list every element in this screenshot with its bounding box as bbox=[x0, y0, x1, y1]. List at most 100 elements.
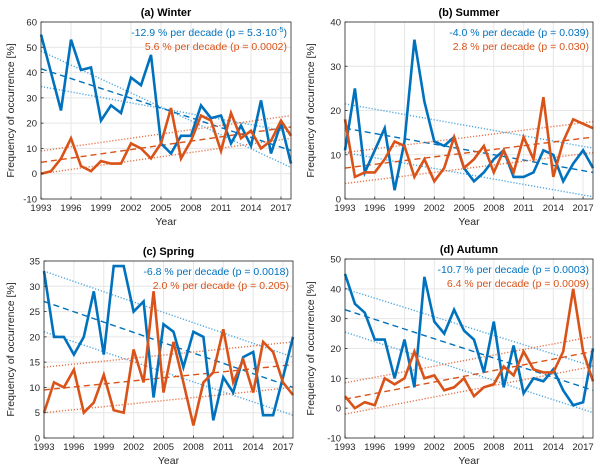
y-tick-label: 35 bbox=[29, 257, 40, 268]
panel-4: 1993 1996 1999 2002 2005 2008 2011 2014 2017 -10 0… bbox=[305, 244, 595, 467]
chart-title: (a) Winter bbox=[141, 7, 192, 19]
x-tick-label: 2017 bbox=[270, 203, 291, 214]
annotation-text: -6.8 % per decade (p = 0.0018) bbox=[143, 266, 289, 278]
x-tick-label: 1999 bbox=[394, 203, 415, 214]
orange-series-line bbox=[343, 96, 594, 184]
y-tick-label: 40 bbox=[330, 18, 341, 29]
x-tick-label: 2005 bbox=[453, 203, 474, 214]
x-tick-label: 2014 bbox=[543, 203, 564, 214]
y-tick-label: 50 bbox=[330, 255, 341, 266]
y-tick-label: 30 bbox=[330, 314, 341, 325]
orange-trend-annotation: 2.0 % per decade (p = 0.205) bbox=[153, 280, 289, 292]
blue-ci-upper-line bbox=[344, 288, 594, 368]
y-tick-label: 10 bbox=[29, 383, 40, 394]
blue-trend-annotation: -12.9 % per decade (p = 5.3·10-5) bbox=[131, 25, 287, 39]
x-tick-label: 2002 bbox=[123, 442, 144, 453]
y-tick-label: 10 bbox=[330, 374, 341, 385]
y-tick-label: 5 bbox=[35, 408, 40, 419]
y-axis-label: Frequency of occurrence [%] bbox=[5, 282, 17, 416]
x-tick-label: 2005 bbox=[153, 442, 174, 453]
y-tick-label: -10 bbox=[23, 195, 37, 206]
annotation-text: -12.9 % per decade (p = 5.3·10 bbox=[131, 27, 277, 39]
x-tick-label: 2002 bbox=[120, 203, 141, 214]
annotation-text: 5.6 % per decade (p = 0.0002) bbox=[145, 41, 287, 53]
blue-trend-line bbox=[40, 68, 292, 152]
annotation-superscript: -5 bbox=[277, 25, 284, 34]
orange-series-line bbox=[40, 107, 293, 175]
annotation-text: 2.8 % per decade (p = 0.030) bbox=[453, 41, 589, 53]
x-tick-label: 2017 bbox=[272, 442, 293, 453]
x-axis-label: Year bbox=[458, 216, 480, 228]
orange-trend-annotation: 2.8 % per decade (p = 0.030) bbox=[453, 41, 589, 53]
x-tick-label: 2014 bbox=[543, 442, 564, 453]
orange-ci-upper-line bbox=[40, 114, 292, 152]
x-axis-label: Year bbox=[155, 216, 177, 228]
y-tick-label: 50 bbox=[26, 43, 37, 54]
orange-trend-line bbox=[43, 363, 294, 391]
blue-trend-annotation: -6.8 % per decade (p = 0.0018) bbox=[143, 266, 289, 278]
x-tick-label: 1999 bbox=[93, 442, 114, 453]
orange-series-line bbox=[42, 291, 295, 426]
x-tick-label: 2011 bbox=[211, 203, 231, 214]
x-tick-label: 1996 bbox=[63, 442, 84, 453]
x-tick-label: 2011 bbox=[513, 442, 533, 453]
y-tick-label: 60 bbox=[26, 18, 37, 29]
orange-series-line bbox=[343, 288, 595, 410]
x-tick-label: 2008 bbox=[180, 203, 201, 214]
x-tick-label: 2017 bbox=[573, 203, 594, 214]
x-tick-label: 2002 bbox=[424, 203, 445, 214]
blue-ci-upper-line bbox=[43, 270, 294, 358]
blue-trend-annotation: -10.7 % per decade (p = 0.0003) bbox=[438, 264, 589, 276]
orange-trend-line bbox=[344, 350, 594, 400]
orange-trend-line bbox=[344, 136, 594, 169]
orange-ci-upper-line bbox=[344, 335, 594, 384]
y-tick-label: 20 bbox=[330, 344, 341, 355]
plot-area bbox=[44, 261, 293, 438]
blue-trend-line bbox=[344, 309, 594, 391]
chart-title: (d) Autumn bbox=[440, 244, 499, 256]
chart-title: (c) Spring bbox=[143, 246, 194, 258]
orange-trend-annotation: 5.6 % per decade (p = 0.0002) bbox=[145, 41, 287, 53]
y-tick-label: 0 bbox=[32, 169, 37, 180]
y-axis-label: Frequency of occurrence [%] bbox=[305, 43, 317, 177]
blue-trend-line bbox=[43, 300, 294, 389]
annotation-tail: ) bbox=[284, 27, 288, 39]
blue-series-line bbox=[39, 34, 293, 164]
x-axis-label: Year bbox=[158, 455, 180, 467]
x-tick-label: 2002 bbox=[424, 442, 445, 453]
x-tick-label: 1993 bbox=[334, 442, 355, 453]
y-tick-label: 0 bbox=[336, 404, 341, 415]
blue-series-line bbox=[42, 264, 295, 421]
y-tick-label: 20 bbox=[26, 119, 37, 130]
x-tick-label: 1999 bbox=[394, 442, 415, 453]
annotation-text: -4.0 % per decade (p = 0.039) bbox=[449, 27, 589, 39]
y-tick-label: -10 bbox=[327, 434, 341, 445]
x-tick-label: 2011 bbox=[213, 442, 233, 453]
chart-title: (b) Summer bbox=[438, 7, 500, 19]
x-tick-label: 1996 bbox=[364, 203, 385, 214]
y-tick-label: 40 bbox=[330, 284, 341, 295]
axes-box bbox=[43, 260, 294, 439]
y-tick-label: 30 bbox=[330, 62, 341, 73]
x-tick-label: 1996 bbox=[60, 203, 81, 214]
x-tick-label: 2014 bbox=[243, 442, 264, 453]
y-tick-label: 0 bbox=[336, 195, 341, 206]
x-tick-label: 1996 bbox=[364, 442, 385, 453]
orange-trend-annotation: 6.4 % per decade (p = 0.0009) bbox=[447, 278, 589, 290]
annotation-text: -10.7 % per decade (p = 0.0003) bbox=[438, 264, 589, 276]
plot-area bbox=[41, 22, 291, 199]
y-tick-label: 25 bbox=[29, 307, 40, 318]
y-axis-label: Frequency of occurrence [%] bbox=[305, 281, 317, 415]
y-tick-label: 10 bbox=[26, 144, 37, 155]
x-tick-label: 1993 bbox=[33, 442, 54, 453]
x-tick-label: 1999 bbox=[90, 203, 111, 214]
annotation-text: 2.0 % per decade (p = 0.205) bbox=[153, 280, 289, 292]
y-tick-label: 20 bbox=[29, 332, 40, 343]
annotation-text: 6.4 % per decade (p = 0.0009) bbox=[447, 278, 589, 290]
y-tick-label: 10 bbox=[330, 150, 341, 161]
x-axis-label: Year bbox=[458, 455, 480, 467]
panel-3: 1993 1996 1999 2002 2005 2008 2011 2014 2017 0 5 10… bbox=[5, 246, 295, 467]
y-tick-label: 40 bbox=[26, 68, 37, 79]
orange-ci-lower-line bbox=[344, 365, 594, 415]
